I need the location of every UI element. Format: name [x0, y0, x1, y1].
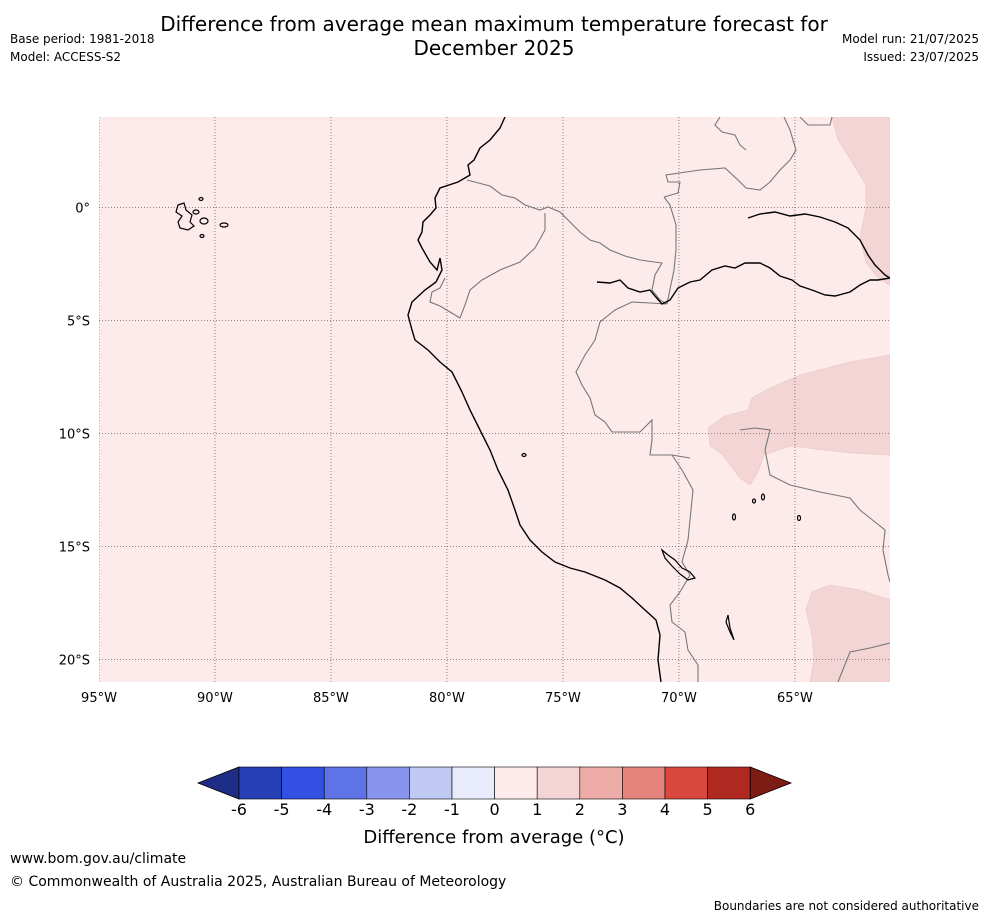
colorbar-segment	[366, 766, 410, 800]
country-borders	[429, 117, 890, 682]
lon-label: 80°W	[429, 691, 465, 706]
meta-right: Model run: 21/07/2025 Issued: 23/07/2025	[842, 30, 979, 66]
colorbar-segment	[536, 766, 581, 800]
colorbar-segment	[707, 766, 751, 800]
lon-label: 95°W	[81, 691, 117, 706]
colorbar-segment	[281, 766, 325, 800]
issued-text: Issued: 23/07/2025	[863, 50, 979, 64]
colorbar-tick-label: -1	[444, 800, 460, 819]
lat-label: 20°S	[59, 653, 90, 668]
meta-left: Base period: 1981-2018 Model: ACCESS-S2	[10, 30, 155, 66]
base-period-text: Base period: 1981-2018	[10, 32, 155, 46]
colorbar-segment	[664, 766, 708, 800]
colorbar-extend-high	[749, 766, 793, 800]
colorbar-tick-label: -2	[401, 800, 418, 819]
colorbar-segment	[451, 766, 495, 800]
lat-label: 10°S	[59, 427, 90, 442]
footer-copyright: © Commonwealth of Australia 2025, Austra…	[10, 874, 507, 890]
lat-label: 5°S	[67, 314, 90, 329]
warm-anomaly-region-ne	[831, 117, 890, 286]
colorbar-extend-low	[196, 766, 240, 800]
colorbar-tick-label: 4	[659, 800, 671, 819]
colorbar-segment	[579, 766, 623, 800]
lon-label: 70°W	[661, 691, 697, 706]
model-run-text: Model run: 21/07/2025	[841, 32, 979, 46]
colorbar-segment	[323, 766, 368, 800]
model-text: Model: ACCESS-S2	[10, 50, 122, 64]
axis-labels: 0° 5°S 10°S 15°S 20°S 95°W 90°W 85°W 80°W 75°W 70°…	[59, 201, 813, 706]
colorbar-segment	[494, 766, 538, 800]
lon-label: 85°W	[313, 691, 349, 706]
lat-label: 0°	[75, 201, 90, 216]
colorbar-tick-label: -3	[358, 800, 375, 819]
colorbar-tick-label: 1	[532, 800, 543, 819]
colorbar-label: Difference from average (°C)	[363, 827, 625, 848]
colorbar-tick-label: 6	[745, 800, 756, 819]
lon-label: 65°W	[777, 691, 813, 706]
footer-url: www.bom.gov.au/climate	[10, 851, 187, 867]
colorbar-segment	[622, 766, 666, 800]
lon-label: 90°W	[197, 691, 233, 706]
chart-title: Difference from average mean maximum tem…	[0, 12, 988, 60]
title-line-2: December 2025	[413, 36, 575, 60]
lat-label: 15°S	[59, 540, 90, 555]
coastline	[407, 117, 890, 682]
colorbar-segment	[409, 766, 453, 800]
colorbar-tick-label: -6	[231, 800, 247, 819]
colorbar-tick-label: 0	[489, 800, 500, 819]
colorbar-tick-label: -5	[273, 800, 290, 819]
colorbar-tick-label: 5	[702, 800, 713, 819]
title-line-1: Difference from average mean maximum tem…	[160, 12, 828, 36]
colorbar-tick-label: 2	[574, 800, 585, 819]
footer-note: Boundaries are not considered authoritat…	[713, 899, 979, 913]
colorbar-segment	[238, 766, 282, 800]
warm-anomaly-region-se	[805, 584, 890, 682]
islands	[175, 196, 802, 641]
warm-anomaly-region-east	[707, 354, 890, 486]
lon-label: 75°W	[545, 691, 581, 706]
colorbar-tick-label: 3	[617, 800, 628, 819]
graticule	[99, 117, 890, 682]
colorbar-tick-label: -4	[316, 800, 333, 819]
